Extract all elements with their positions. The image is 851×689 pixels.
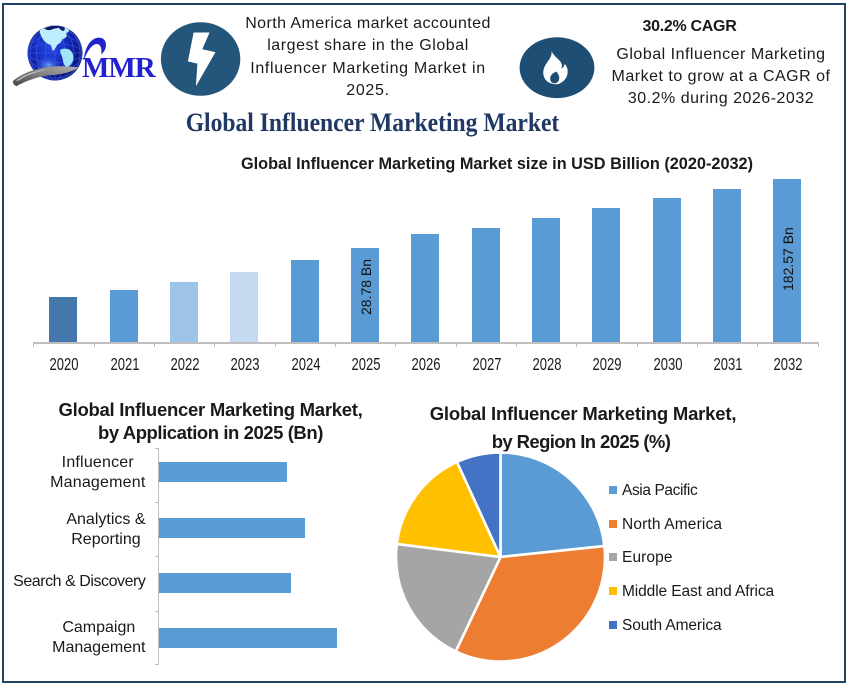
svg-text:MMR: MMR — [82, 52, 157, 84]
